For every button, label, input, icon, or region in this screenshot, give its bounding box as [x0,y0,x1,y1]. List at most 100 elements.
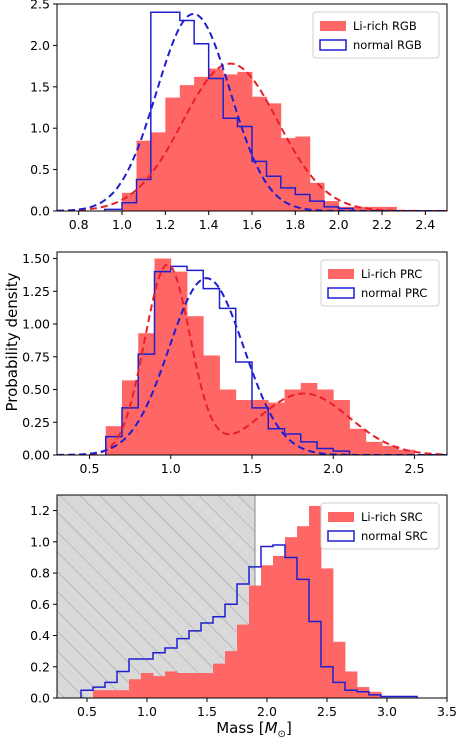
plot-area [57,258,447,455]
bar-li-rich-prc [105,426,123,455]
axes-frame [56,494,448,699]
legend-swatch-filled [320,21,346,31]
chart-panel-1: 0.8 1.0 1.2 1.4 1.6 1.8 2.0 2.2 2.4 0.0 0.5 1.0 1.5 2… [30,0,448,232]
x-tick-label: 1.5 [242,461,262,476]
bar-li-rich-src [117,690,130,698]
y-axis-label: Probability density [3,272,21,411]
bar-li-rich-src [285,537,298,698]
bar-li-rich-rgb [194,76,210,211]
bar-li-rich-rgb [208,68,224,211]
bar-li-rich-src [273,555,286,698]
y-tick-label: 1.0 [30,121,50,136]
bar-li-rich-prc [138,333,155,455]
x-tick-label: 2.2 [372,217,392,232]
bar-li-rich-prc [333,399,350,455]
legend-label: Li-rich SRC [361,510,423,524]
bar-li-rich-prc [203,355,220,455]
fit-curve-fit-normal-prc [57,277,447,455]
y-tick-label: 0.2 [30,659,50,674]
y-tick-label: 0.0 [30,204,50,219]
chart-panel-3: 0.5 1.0 1.5 2.0 2.5 3.0 3.5 0.0 0.2 0.4 0.6 0.8 1.0 1… [30,494,457,719]
bar-li-rich-prc [122,380,139,455]
bar-li-rich-src [249,585,262,698]
bar-li-rich-rgb [237,71,253,211]
bar-li-rich-prc [349,428,367,455]
bar-li-rich-src [177,673,190,698]
y-tick-label: 0.25 [22,415,50,430]
x-tick-label: 2.5 [405,461,425,476]
y-tick-label: 0.4 [30,628,50,643]
y-tick-label: 0.6 [30,597,50,612]
bar-li-rich-prc [219,389,237,455]
step-line-normal-rgb [103,11,354,211]
bar-li-rich-rgb [252,96,267,211]
bar-li-rich-src [333,641,346,698]
x-tick-label: 1.8 [285,217,305,232]
legend-label: Li-rich RGB [353,19,417,33]
y-tick-label: 1.50 [22,251,50,266]
bar-li-rich-rgb [136,140,152,211]
legend-label: normal PRC [361,286,427,300]
legend-label: normal RGB [353,38,422,52]
y-tick-label: 0.5 [30,162,50,177]
legend-swatch-filled [328,512,354,522]
x-tick-label: 1.4 [199,217,219,232]
bar-li-rich-prc [365,441,383,455]
bar-li-rich-src [165,671,178,698]
y-tick-label: 1.25 [22,284,50,299]
bar-li-rich-rgb [122,192,137,211]
y-tick-label: 2.5 [30,0,50,12]
bar-li-rich-rgb [165,97,181,211]
bar-li-rich-src [201,673,214,698]
bar-li-rich-src [141,673,154,698]
bar-li-rich-src [153,676,166,698]
x-tick-label: 2.0 [329,217,349,232]
bar-li-rich-src [105,690,118,698]
bar-li-rich-rgb [280,138,296,211]
y-tick-label: 0.8 [30,566,50,581]
y-tick-label: 0.75 [22,349,50,364]
legend-swatch-step [319,39,347,51]
bar-li-rich-rgb [179,85,195,211]
bar-li-rich-src [129,679,142,698]
x-tick-label: 2.0 [323,461,343,476]
legend-label: Li-rich PRC [361,267,422,281]
bar-li-rich-prc [398,449,415,455]
x-tick-label: 1.0 [161,461,181,476]
x-axis-label: Mass [M⊙] [216,719,292,739]
bar-li-rich-rgb [324,201,340,211]
bar-li-rich-rgb [223,74,238,211]
bar-li-rich-src [93,690,106,698]
bar-li-rich-src [321,568,334,698]
bar-li-rich-prc [154,258,172,455]
x-tick-label: 1.0 [137,704,157,719]
x-tick-label: 1.0 [112,217,132,232]
bar-li-rich-src [309,505,322,698]
y-tick-label: 2.0 [30,38,50,53]
x-tick-label: 1.5 [197,704,217,719]
bar-li-rich-src [297,526,310,698]
bar-li-rich-rgb [150,132,166,211]
x-tick-label: 3.5 [437,704,457,719]
plot-area [57,11,447,211]
bar-li-rich-prc [170,271,188,455]
legend: Li-rich PRC normal PRC [320,259,440,307]
y-tick-label: 1.00 [22,317,50,332]
bar-li-rich-prc [284,389,302,455]
legend-swatch-step [327,530,355,542]
y-tick-label: 1.5 [30,79,50,94]
step-line-normal-src [80,544,418,698]
bar-li-rich-rgb [266,103,282,211]
x-tick-label: 1.6 [242,217,262,232]
x-tick-label: 0.5 [77,704,97,719]
legend-label: normal SRC [361,529,428,543]
y-tick-label: 1.0 [30,534,50,549]
bar-li-rich-prc [317,389,334,455]
bar-li-rich-rgb [367,206,383,211]
bar-li-rich-src [189,673,202,698]
bar-li-rich-src [225,651,238,698]
x-tick-label: 1.2 [155,217,175,232]
bar-li-rich-rgb [309,182,325,211]
bar-li-rich-prc [382,445,399,455]
